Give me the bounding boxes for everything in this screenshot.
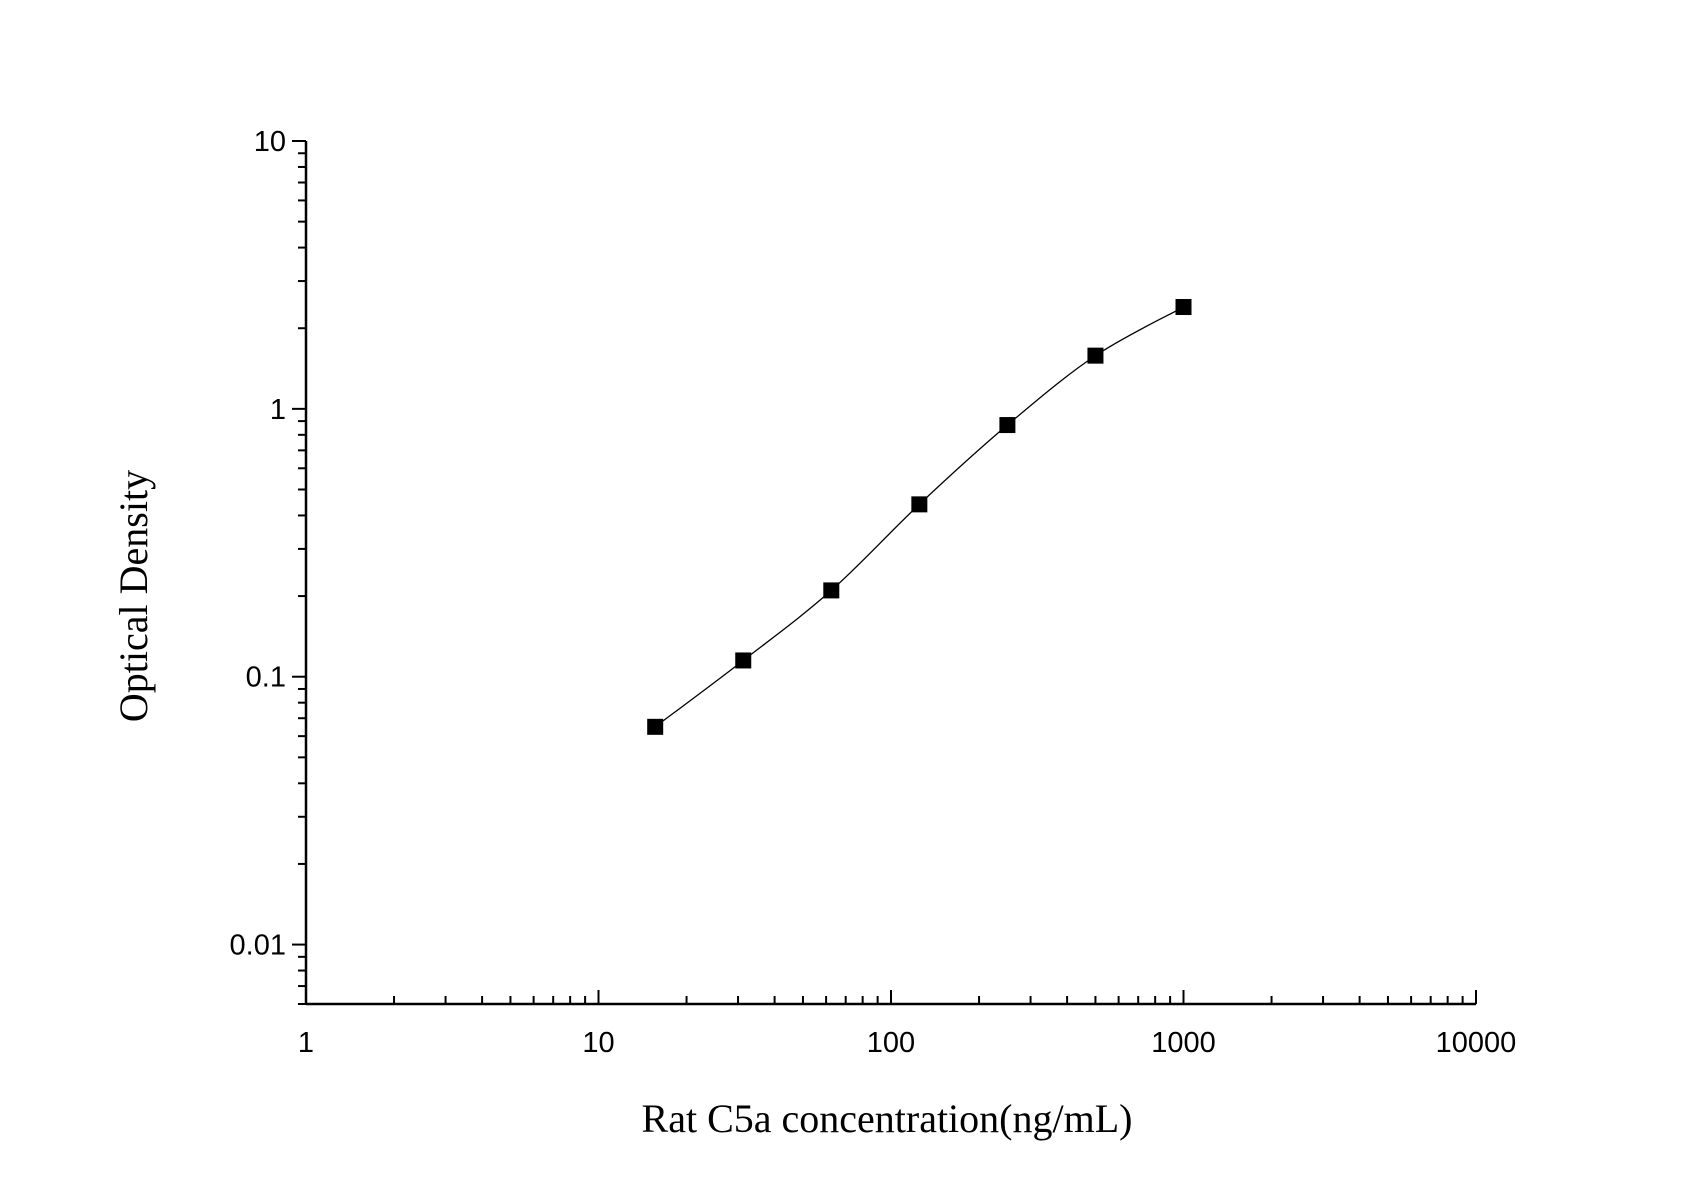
y-tick-label: 0.01 — [230, 930, 286, 962]
data-point — [999, 417, 1016, 434]
data-point — [911, 496, 928, 513]
y-axis-title: Optical Density — [111, 470, 156, 722]
data-point — [1087, 347, 1104, 364]
data-point — [647, 718, 664, 735]
tick-marks — [292, 140, 1477, 1005]
y-tick-label: 10 — [254, 126, 286, 158]
x-tick-label: 1000 — [1151, 1027, 1216, 1059]
x-axis-title: Rat C5a concentration(ng/mL) — [642, 1096, 1133, 1141]
axes — [304, 141, 1476, 1006]
data-point — [823, 582, 840, 599]
fit-curve — [654, 306, 1184, 728]
data-points — [647, 299, 1192, 735]
tick-labels: 1 10 100 1000 10000 0.01 0.1 1 10 — [230, 126, 1517, 1059]
data-point — [1175, 299, 1192, 316]
y-tick-label: 1 — [270, 394, 286, 426]
y-tick-label: 0.1 — [246, 662, 286, 694]
x-tick-label: 10000 — [1436, 1027, 1517, 1059]
x-tick-label: 100 — [867, 1027, 915, 1059]
x-tick-label: 1 — [298, 1027, 314, 1059]
fit-curve-layer — [654, 306, 1184, 728]
data-point — [735, 652, 752, 669]
x-tick-label: 10 — [582, 1027, 614, 1059]
